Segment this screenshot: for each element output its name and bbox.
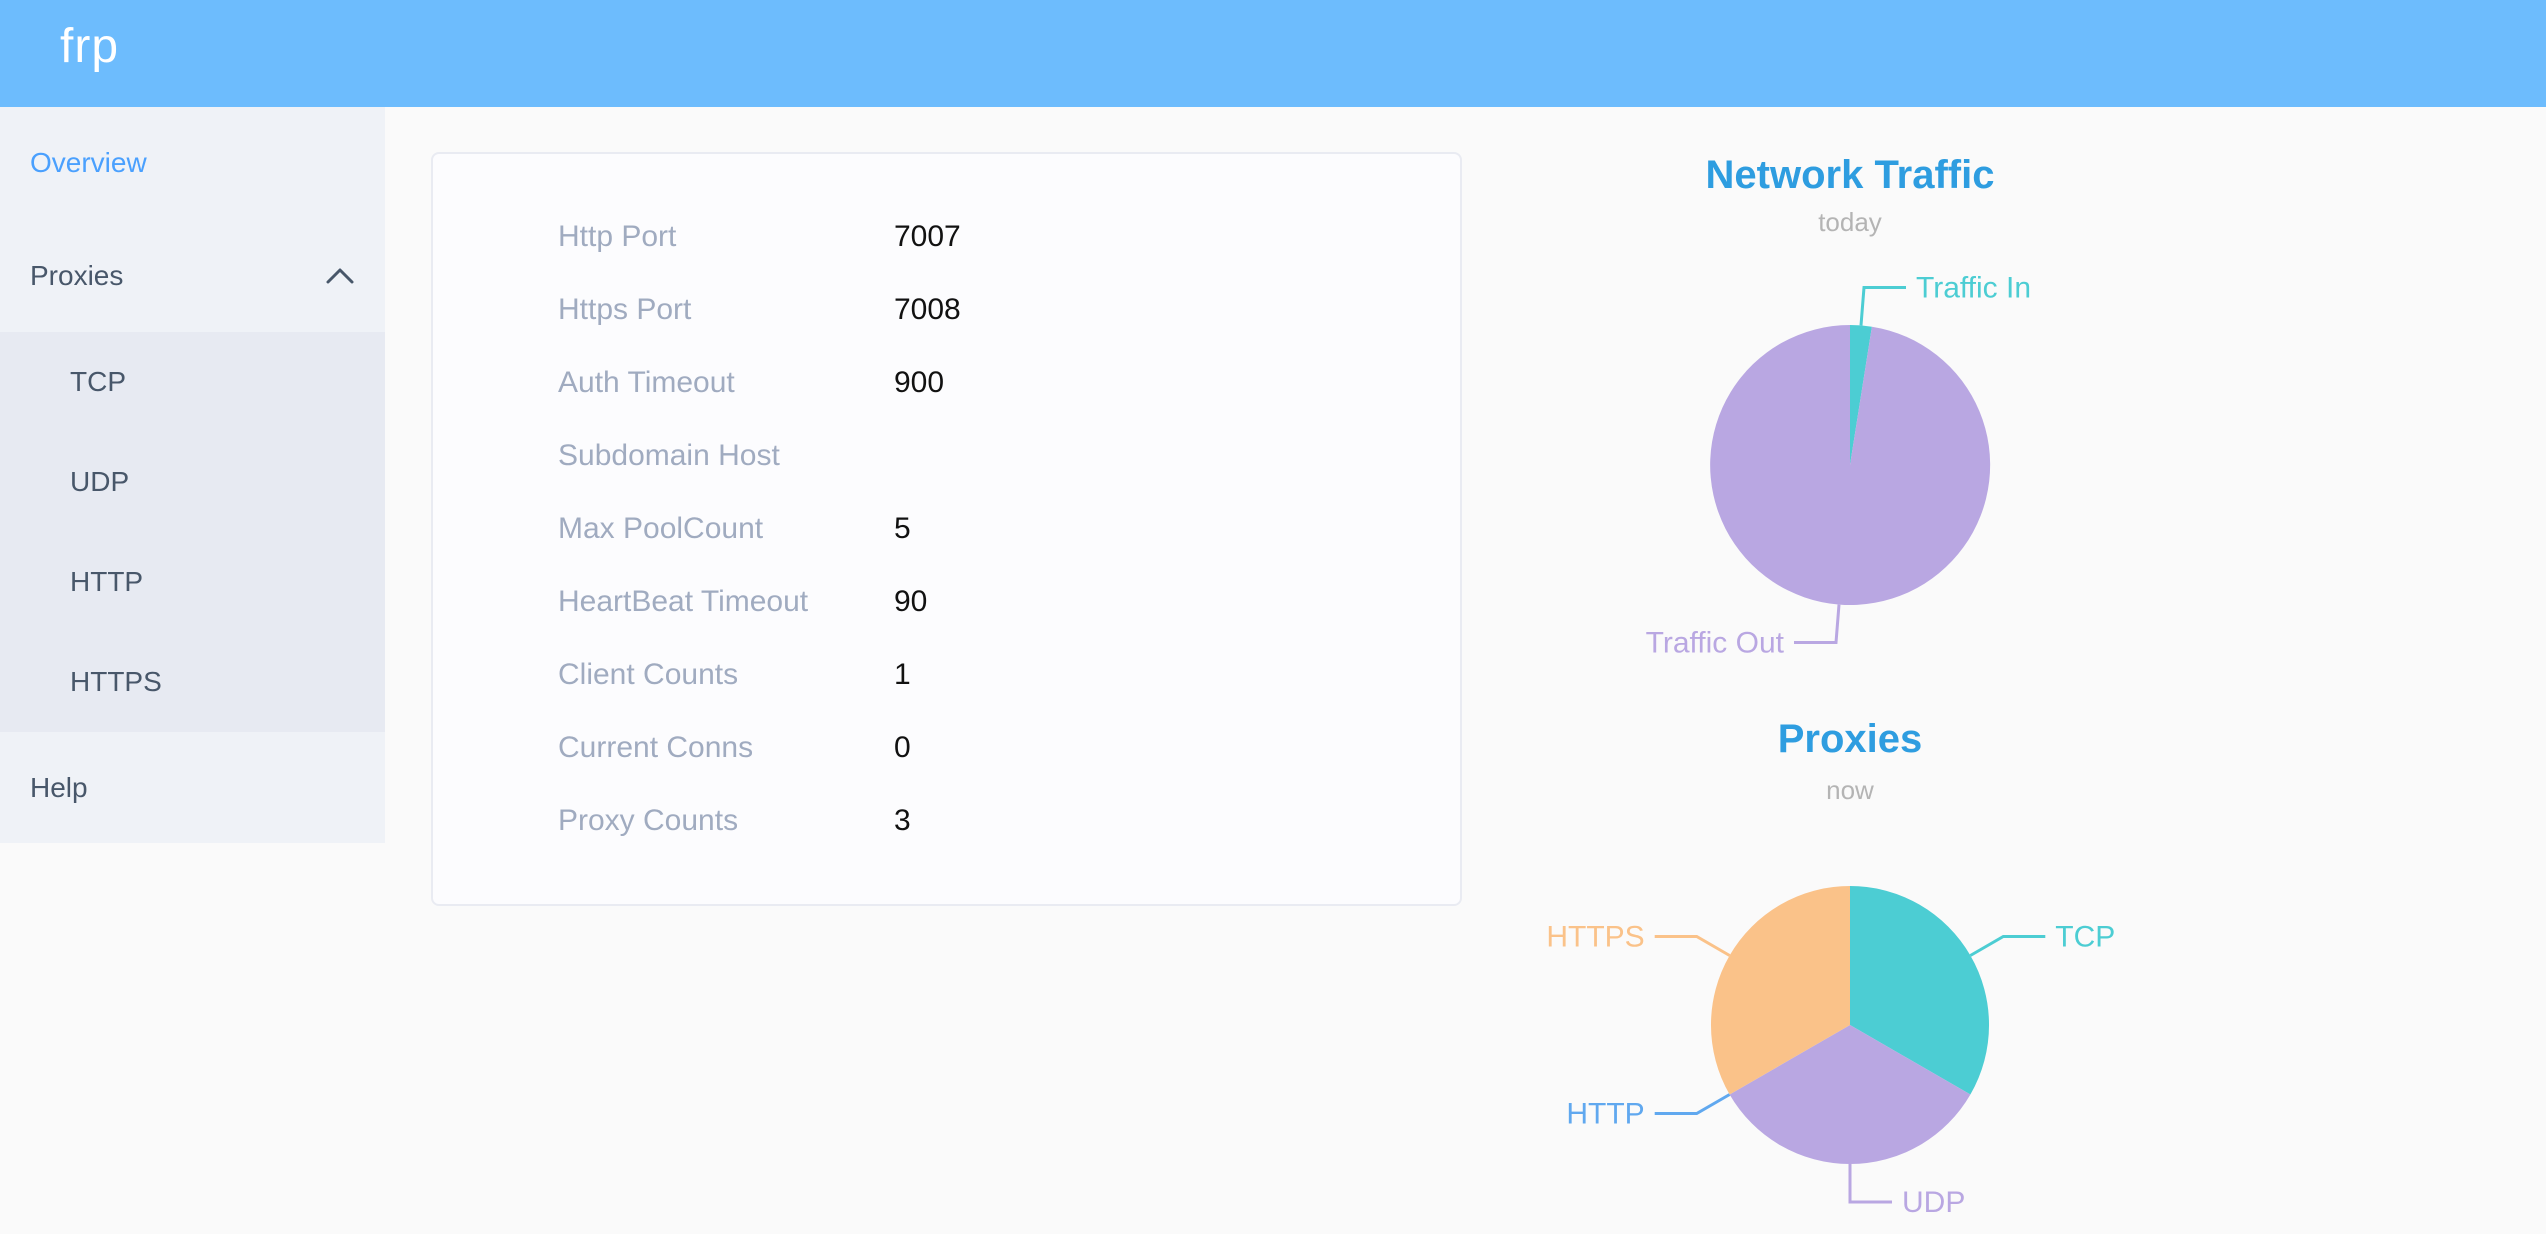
table-row-subdomain-host: Subdomain Host (433, 419, 1460, 492)
row-label: Max PoolCount (558, 512, 764, 545)
sidebar-menu: Overview Proxies TCP UDP HTTP HTTPS Help (0, 107, 385, 843)
sidebar-item-help[interactable]: Help (0, 732, 385, 843)
pie-label-tcp: TCP (2055, 921, 2115, 954)
sidebar-item-https[interactable]: HTTPS (0, 632, 385, 732)
network-traffic-pie: Traffic In Traffic Out (1646, 272, 2031, 660)
proxies-chart: Proxies now TCP UDP HTTP HTTPS (1530, 705, 2170, 1234)
pie-slice-traffic-out[interactable] (1710, 325, 1991, 605)
sidebar-item-tcp[interactable]: TCP (0, 332, 385, 432)
pie-label-line-http (1654, 1093, 1731, 1115)
pie-label-line-udp (1848, 1164, 1892, 1204)
sidebar-item-proxies[interactable]: Proxies (0, 219, 385, 332)
server-info-card: Http Port 7007 Https Port 7008 Auth Timeout 9… (431, 152, 1462, 906)
pie-label-line-https (1654, 935, 1731, 957)
chart-subtitle: now (1826, 775, 1874, 805)
pie-label-https: HTTPS (1546, 921, 1644, 954)
row-label: Subdomain Host (558, 439, 780, 472)
row-value: 1 (894, 658, 911, 691)
pie-label-traffic-out: Traffic Out (1646, 627, 1785, 660)
sidebar-item-udp[interactable]: UDP (0, 432, 385, 532)
chevron-up-icon (326, 268, 354, 283)
row-value: 3 (894, 804, 911, 837)
row-label: Current Conns (558, 731, 754, 764)
app-header: frp (0, 0, 2546, 107)
row-value: 0 (894, 731, 911, 764)
network-traffic-chart: Network Traffic today Traffic In Traffic … (1530, 145, 2170, 680)
table-row-https-port: Https Port 7008 (433, 273, 1460, 346)
row-label: Http Port (558, 220, 677, 253)
row-label: Auth Timeout (558, 366, 735, 399)
pie-slice-traffic-in[interactable] (1850, 324, 1872, 465)
sidebar-item-label: Overview (30, 147, 147, 178)
table-row-heartbeat-timeout: HeartBeat Timeout 90 (433, 565, 1460, 638)
row-label: HeartBeat Timeout (558, 585, 809, 618)
sidebar-item-label: HTTPS (70, 666, 162, 697)
table-row-auth-timeout: Auth Timeout 900 (433, 346, 1460, 419)
chart-subtitle: today (1818, 207, 1882, 237)
pie-label-http: HTTP (1566, 1098, 1644, 1131)
chart-title: Proxies (1777, 717, 1923, 761)
pie-slice-udp[interactable] (1729, 1025, 1971, 1165)
pie-slice-tcp[interactable] (1850, 886, 1990, 1095)
pie-label-line-tcp (1969, 935, 2046, 957)
row-label: Client Counts (558, 658, 739, 691)
pie-slice-https[interactable] (1710, 886, 1850, 1095)
sidebar-item-label: TCP (70, 366, 126, 397)
pie-label-line-traffic-out (1794, 604, 1841, 644)
row-value: 900 (894, 366, 945, 399)
table-row-http-port: Http Port 7007 (433, 200, 1460, 273)
row-label: Proxy Counts (558, 804, 739, 837)
sidebar-item-label: Help (30, 771, 88, 803)
table-row-proxy-counts: Proxy Counts 3 (433, 784, 1460, 857)
row-value: 90 (894, 585, 928, 618)
sidebar-item-overview[interactable]: Overview (0, 107, 385, 219)
sidebar-item-label: Proxies (30, 259, 124, 291)
pie-label-line-traffic-in (1859, 286, 1906, 326)
sidebar-submenu: TCP UDP HTTP HTTPS (0, 332, 385, 732)
row-value: 7007 (894, 220, 961, 253)
sidebar-item-label: UDP (70, 466, 130, 497)
row-value: 5 (894, 512, 911, 545)
pie-label-udp: UDP (1902, 1186, 1965, 1219)
sidebar-item-http[interactable]: HTTP (0, 532, 385, 632)
proxies-pie: TCP UDP HTTP HTTPS (1546, 886, 2115, 1219)
row-label: Https Port (558, 293, 692, 326)
row-value: 7008 (894, 293, 961, 326)
app-logo: frp (60, 20, 120, 73)
table-row-client-counts: Client Counts 1 (433, 638, 1460, 711)
chart-title: Network Traffic (1705, 153, 1995, 197)
table-row-max-poolcount: Max PoolCount 5 (433, 492, 1460, 565)
table-row-current-conns: Current Conns 0 (433, 711, 1460, 784)
pie-label-traffic-in: Traffic In (1916, 272, 2031, 305)
sidebar-item-label: HTTP (70, 566, 144, 597)
